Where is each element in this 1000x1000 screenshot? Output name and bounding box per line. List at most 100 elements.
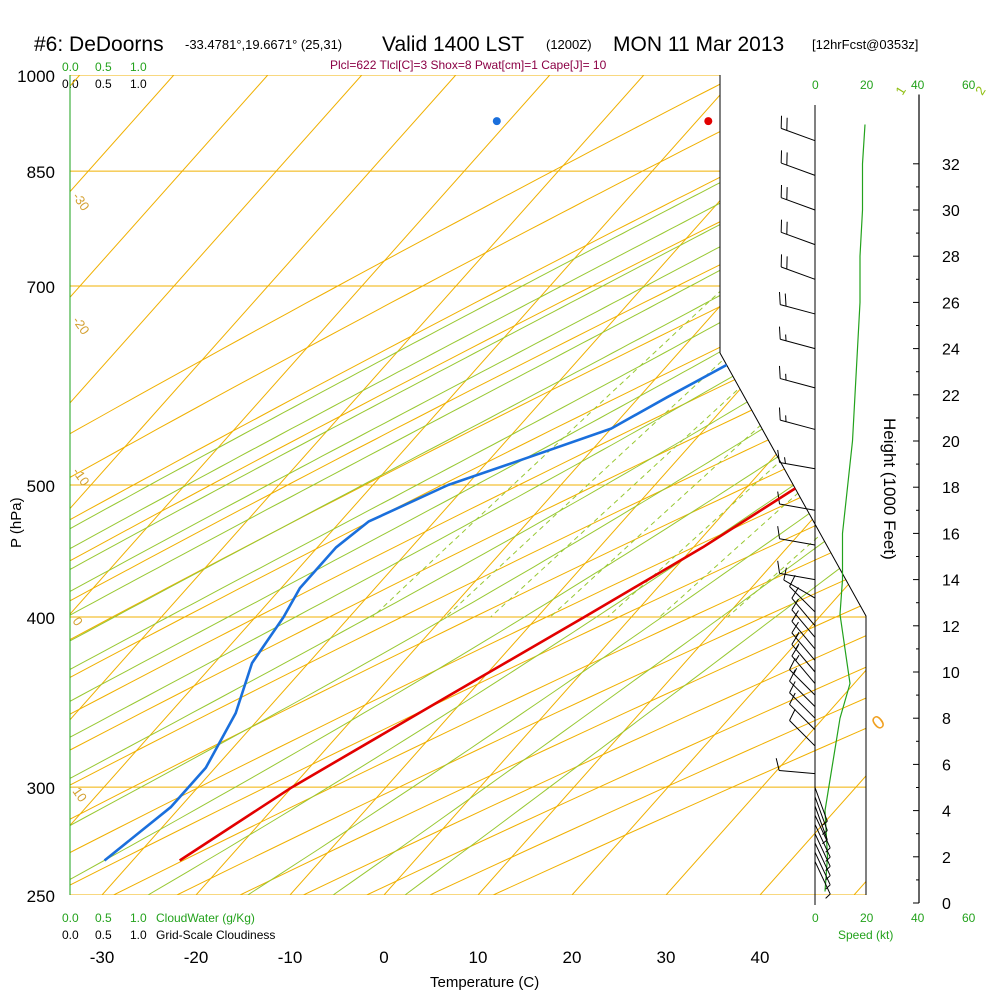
p-tick-label-400: 400 xyxy=(27,609,55,628)
cl-bottom-tick-1: 0.5 xyxy=(95,928,112,942)
wind-barb-shaft xyxy=(779,503,816,511)
wind-barb xyxy=(814,842,831,881)
wind-barb-flag xyxy=(778,407,781,421)
wind-barb-shaft xyxy=(779,461,816,470)
wind-barb-flag xyxy=(791,644,799,657)
isotherm-50 xyxy=(853,75,866,895)
isotherm-label-10: 10 xyxy=(70,784,91,804)
wind-barb-flag xyxy=(784,293,787,307)
height-tick-label-30: 30 xyxy=(942,203,960,220)
moist-adiabat-36 xyxy=(332,75,866,895)
wind-barb xyxy=(777,526,816,546)
height-tick-label-4: 4 xyxy=(942,804,951,821)
mixing-ratio-label-1: 1 xyxy=(892,83,909,97)
wind-barb-shaft xyxy=(814,833,831,867)
speed-bottom-tick-1: 20 xyxy=(860,911,874,925)
speed-top-tick-2: 40 xyxy=(911,78,925,92)
dry-adiabat-100 xyxy=(176,75,866,895)
wind-barb-shaft xyxy=(814,805,828,840)
speed-top-tick-1: 20 xyxy=(860,78,874,92)
x-tick-label-10: 10 xyxy=(469,948,488,967)
height-tick-label-20: 20 xyxy=(942,434,960,451)
wind-barb xyxy=(791,587,816,627)
wind-barb-flag xyxy=(777,560,781,574)
wind-barb-shaft xyxy=(781,197,816,211)
dry-adiabat-0 xyxy=(70,75,866,895)
wind-barb-flag xyxy=(777,449,781,463)
wind-barb xyxy=(780,219,816,246)
wind-barb-shaft xyxy=(781,162,816,176)
height-axis-title: Height (1000 Feet) xyxy=(880,418,899,560)
wind-barb-half-flag xyxy=(825,847,831,853)
wind-barb xyxy=(778,326,816,350)
wind-barb-half-flag xyxy=(793,668,798,675)
wind-barb-flag xyxy=(778,291,781,305)
isotherm-30 xyxy=(665,75,866,895)
dry-adiabat--30 xyxy=(70,75,833,895)
cloudwater-label: CloudWater (g/Kg) xyxy=(156,911,255,925)
wind-barb-flag xyxy=(791,633,799,645)
utc-time: (1200Z) xyxy=(546,37,592,52)
speed-top-tick-3: 60 xyxy=(962,78,976,92)
wind-barb-shaft xyxy=(781,127,816,142)
height-tick-label-32: 32 xyxy=(942,157,960,174)
cw-bottom-tick-2: 1.0 xyxy=(130,911,147,925)
wind-barb-shaft xyxy=(791,609,816,638)
wind-speed-line xyxy=(824,124,866,892)
wind-barb xyxy=(780,150,816,176)
moist-adiabat-28 xyxy=(147,75,866,895)
speed-top-tick-0: 0 xyxy=(812,78,819,92)
moist-adiabat-24 xyxy=(70,75,866,895)
wind-barb-shaft xyxy=(789,586,816,613)
wind-barb-flag xyxy=(775,758,780,771)
p-tick-label-250: 250 xyxy=(27,887,55,906)
wind-barb-flag xyxy=(783,567,787,581)
wind-barb xyxy=(814,833,831,872)
speed-bottom-tick-2: 40 xyxy=(911,911,925,925)
grid-label-layer: 123581220100-10-20-300102030 xyxy=(70,83,989,804)
wind-barb-half-flag xyxy=(784,457,786,464)
wind-barb-flag xyxy=(789,681,796,693)
wind-barb-flag xyxy=(789,658,796,670)
wind-barb-shaft xyxy=(789,692,816,719)
mixing-ratio-5 xyxy=(549,75,866,618)
mixing-ratio-label-2: 2 xyxy=(972,83,989,97)
wind-barb xyxy=(780,185,816,211)
dry-adiabat-120 xyxy=(303,75,866,895)
isotherm-20 xyxy=(571,75,866,895)
speed-bottom-tick-0: 0 xyxy=(812,911,819,925)
wind-barb-flag xyxy=(789,574,796,587)
height-tick-label-2: 2 xyxy=(942,850,951,867)
cl-top-tick-1: 0.5 xyxy=(95,77,112,91)
p-tick-label-700: 700 xyxy=(27,278,55,297)
cw-top-tick-1: 0.5 xyxy=(95,60,112,74)
wind-barb xyxy=(789,681,816,719)
wind-barb-shaft xyxy=(780,378,816,389)
right-frame-line xyxy=(719,75,867,895)
p-tick-label-850: 850 xyxy=(27,163,55,182)
sounding-params: Plcl=622 Tlcl[C]=3 Shox=8 Pwat[cm]=1 Cap… xyxy=(330,58,607,72)
wind-barb xyxy=(814,815,831,853)
wind-barb xyxy=(791,610,816,650)
plot-frame xyxy=(69,75,867,895)
wind-barb-flag xyxy=(791,610,799,622)
wind-barb-half-flag xyxy=(825,875,831,881)
isotherm--80 xyxy=(70,75,363,895)
x-tick-label-0: 0 xyxy=(379,948,388,967)
wind-barb-flag xyxy=(791,598,799,611)
isotherm--10 xyxy=(289,75,866,895)
isotherm-label--30: -30 xyxy=(70,190,93,214)
wind-barb xyxy=(791,633,816,673)
wind-barb-shaft xyxy=(789,669,816,696)
isotherm-label-0: 0 xyxy=(70,614,86,629)
surface-temperature-marker xyxy=(704,117,713,126)
dry-adiabat--40 xyxy=(70,75,739,895)
wind-barb xyxy=(780,254,816,280)
mixing-ratio-2 xyxy=(445,75,866,618)
height-tick-label-8: 8 xyxy=(942,711,951,728)
wind-barb-shaft xyxy=(780,419,816,430)
x-tick-label--10: -10 xyxy=(278,948,303,967)
wind-barb-shaft xyxy=(814,824,831,858)
wind-barb-shaft xyxy=(779,770,816,775)
wind-barb xyxy=(778,407,816,430)
